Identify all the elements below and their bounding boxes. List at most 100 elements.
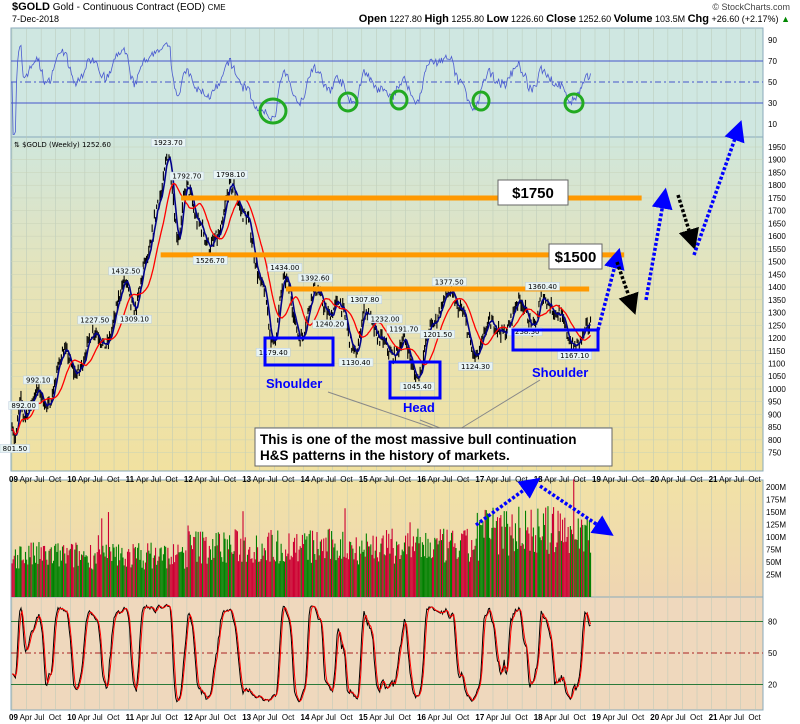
- volume-bar: [31, 564, 33, 597]
- volume-bar: [328, 528, 330, 597]
- volume-bar: [77, 565, 79, 597]
- volume-bar: [38, 542, 40, 597]
- volume-bar: [193, 536, 195, 597]
- volume-bar: [381, 538, 383, 597]
- volume-bar: [581, 519, 583, 597]
- volume-bar: [573, 479, 575, 597]
- volume-bar: [467, 553, 469, 597]
- volume-bar: [95, 563, 97, 597]
- volume-bar: [551, 513, 553, 597]
- chart-date: 7-Dec-2018: [12, 14, 60, 24]
- volume-bar: [67, 555, 69, 597]
- volume-bar: [430, 558, 432, 597]
- volume-bar: [519, 527, 521, 597]
- volume-bar: [522, 544, 524, 597]
- x-tick-year: 12: [184, 713, 193, 722]
- volume-bar: [385, 530, 388, 597]
- price-label-box: [525, 282, 560, 291]
- volume-bar: [351, 545, 353, 597]
- volume-bar: [393, 563, 395, 597]
- volume-bar: [561, 519, 564, 597]
- volume-bar: [540, 540, 542, 597]
- volume-bar: [416, 536, 418, 597]
- pattern-label: Head: [403, 400, 435, 415]
- volume-bar: [348, 541, 351, 597]
- volume-bar: [175, 555, 177, 597]
- x-tick-month: Apr: [661, 713, 674, 722]
- price-y-tick: 1850: [768, 168, 786, 177]
- volume-bar: [232, 553, 234, 597]
- volume-bar: [261, 543, 263, 597]
- volume-bar: [280, 543, 282, 597]
- volume-bar: [309, 530, 311, 597]
- volume-bar: [209, 549, 212, 597]
- volume-bar: [359, 546, 361, 597]
- volume-bar: [230, 544, 232, 597]
- volume-bar: [269, 561, 271, 597]
- volume-bar: [510, 535, 512, 597]
- x-tick-month: Jul: [326, 475, 336, 484]
- volume-y-tick: 125M: [766, 521, 786, 530]
- volume-bar: [481, 525, 483, 597]
- price-label: 992.10: [26, 376, 51, 384]
- volume-bar: [277, 530, 279, 597]
- rsi-y-tick: 70: [768, 57, 777, 66]
- volume-bar: [234, 529, 236, 597]
- volume-bar: [235, 530, 237, 597]
- price-y-tick: 1900: [768, 156, 786, 165]
- volume-bar: [69, 548, 71, 597]
- price-label-box: [255, 348, 291, 357]
- price-label-box: [169, 171, 205, 181]
- volume-bar: [59, 550, 61, 597]
- volume-bar: [482, 521, 484, 597]
- price-label-box: [117, 314, 152, 324]
- volume-bar: [300, 547, 302, 597]
- volume-bar: [456, 558, 458, 597]
- volume-y-tick: 100M: [766, 533, 786, 542]
- volume-bar: [402, 551, 404, 597]
- pattern-box: [511, 328, 600, 352]
- volume-bar: [338, 555, 340, 597]
- volume-bar: [379, 552, 381, 597]
- volume-bar: [112, 544, 114, 597]
- x-tick-month: Jul: [675, 475, 685, 484]
- volume-bar: [292, 541, 295, 597]
- volume-bar: [85, 555, 87, 597]
- volume-bar: [86, 556, 88, 597]
- volume-bar: [499, 517, 501, 597]
- price-y-tick: 1500: [768, 258, 786, 267]
- rsi-y-tick: 10: [768, 120, 777, 129]
- volume-bar: [165, 546, 167, 597]
- volume-bar: [320, 539, 323, 597]
- x-tick-year: 20: [650, 475, 659, 484]
- volume-bar: [114, 556, 116, 597]
- volume-bar: [183, 552, 185, 597]
- price-label: 1240.20: [315, 321, 344, 329]
- volume-bar: [213, 557, 215, 597]
- volume-bar: [185, 550, 187, 597]
- x-tick-month: Jul: [92, 475, 102, 484]
- volume-bar: [333, 547, 335, 597]
- volume-bar: [111, 560, 113, 597]
- volume-bar: [132, 544, 134, 597]
- volume-bar: [27, 564, 29, 597]
- volume-bar: [533, 551, 536, 597]
- volume-bar: [526, 530, 528, 597]
- volume-bar: [567, 526, 569, 597]
- price-label: 1124.30: [461, 363, 490, 371]
- volume-bar: [45, 551, 47, 597]
- volume-bar: [459, 540, 462, 597]
- pointer-line: [327, 391, 446, 433]
- volume-bar: [227, 549, 229, 597]
- volume-bar: [391, 528, 393, 597]
- volume-bar: [501, 526, 503, 597]
- volume-bar: [334, 543, 336, 597]
- volume-bar: [130, 567, 132, 597]
- volume-bar: [79, 559, 81, 597]
- volume-bar: [314, 554, 316, 597]
- x-tick-month: Apr: [194, 713, 207, 722]
- volume-bar: [160, 547, 162, 597]
- volume-bar: [93, 555, 95, 597]
- volume-bar: [355, 537, 357, 597]
- volume-bar: [490, 539, 492, 597]
